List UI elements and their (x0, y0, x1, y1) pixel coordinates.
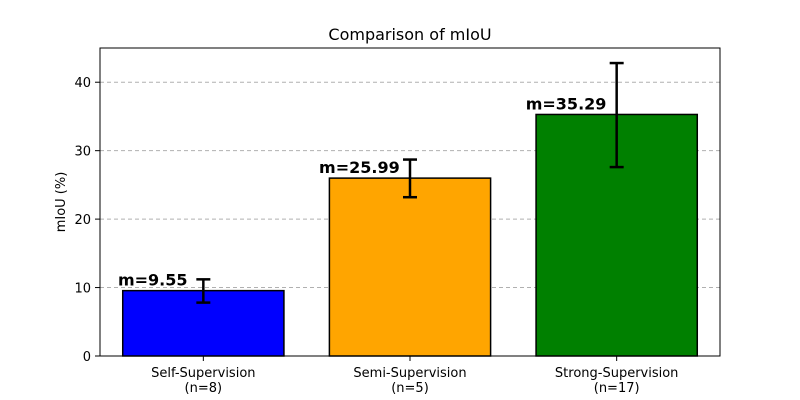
y-tick-label: 10 (74, 282, 91, 297)
data-label-3: m=35.29 (526, 94, 607, 113)
error-bars (196, 61, 624, 304)
x-tick-label: Self-Supervision (151, 366, 255, 381)
error-bar-1 (196, 278, 211, 304)
error-bar-3 (609, 61, 624, 169)
y-tick-label: 40 (74, 76, 91, 91)
y-axis-label: mIoU (%) (54, 172, 69, 233)
chart-title: Comparison of mIoU (328, 25, 491, 44)
x-tick-label: Semi-Supervision (353, 366, 466, 381)
x-tick-count: (n=5) (391, 381, 429, 396)
y-axis-ticks: 0 10 20 30 40 (74, 76, 100, 365)
y-tick-label: 30 (74, 145, 91, 160)
bar-2 (328, 177, 492, 357)
y-tick-label: 20 (74, 213, 91, 228)
data-label-1: m=9.55 (118, 271, 188, 290)
x-tick-count: (n=17) (594, 381, 640, 396)
data-labels: m=9.55 m=25.99 m=35.29 (118, 94, 606, 289)
x-tick-count: (n=8) (185, 381, 223, 396)
x-axis-ticks: Self-Supervision(n=8)Semi-Supervision(n=… (151, 356, 678, 396)
y-tick-label: 0 (83, 350, 91, 365)
data-label-2: m=25.99 (319, 158, 400, 177)
x-tick-label: Strong-Supervision (555, 366, 679, 381)
error-bar-2 (403, 158, 417, 199)
